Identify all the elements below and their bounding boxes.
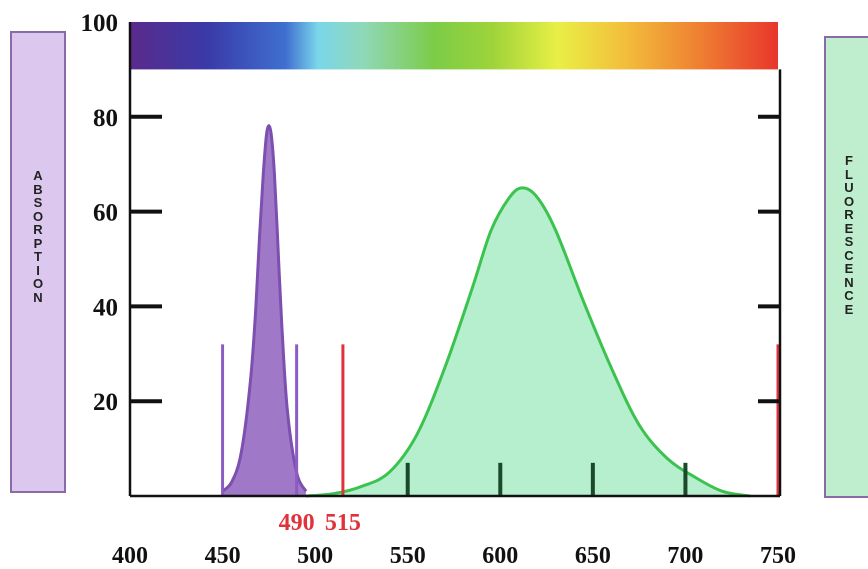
fluorescence-area	[305, 187, 751, 496]
fluorescence-label: FLUORESCENCE	[844, 153, 855, 317]
annotation-label: 490	[279, 510, 315, 536]
chart-annotations: 490 515	[279, 510, 361, 536]
fluorescence-label-box: FLUORESCENCE	[824, 36, 868, 498]
x-tick-label: 700	[667, 543, 703, 569]
absorption-line	[221, 124, 308, 493]
fluorescence-line	[305, 186, 751, 498]
x-tick-label: 600	[482, 543, 518, 569]
y-tick-label: 40	[93, 294, 118, 321]
x-tick-label: 650	[575, 543, 611, 569]
x-tick-label: 500	[297, 543, 333, 569]
chart-axes	[128, 22, 782, 498]
absorption-label-box: ABSORPTION	[10, 31, 66, 493]
chart-tick-labels: 20 40 60 80 100 400 450 500 550 600 650 700 750	[81, 10, 797, 569]
y-tick-label: 80	[93, 105, 118, 132]
y-tick-label: 60	[93, 200, 118, 227]
chart-markers	[221, 344, 780, 496]
absorption-label: ABSORPTION	[33, 168, 44, 305]
y-tick-label: 100	[81, 10, 119, 37]
x-tick-label: 450	[205, 543, 241, 569]
x-tick-label: 550	[390, 543, 426, 569]
annotation-label: 515	[325, 510, 361, 536]
spectrum-bar	[130, 22, 778, 70]
absorption-area	[222, 125, 306, 497]
x-tick-label: 400	[112, 543, 148, 569]
y-tick-label: 20	[93, 389, 118, 416]
chart-ticks	[130, 114, 780, 404]
x-tick-label: 750	[760, 543, 796, 569]
chart-series	[221, 124, 751, 498]
